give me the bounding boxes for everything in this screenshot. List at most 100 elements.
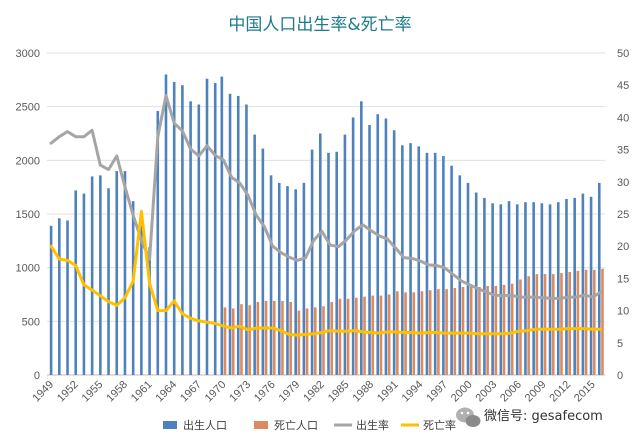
left-axis-tick-label: 3000: [16, 48, 40, 60]
birth-population-bar: [156, 110, 160, 376]
watermark: 微信号: gesafecom: [456, 407, 603, 427]
death-population-bar: [223, 307, 227, 375]
birth-population-bar: [343, 134, 347, 375]
birth-population-bar: [261, 148, 265, 375]
death-population-bar: [584, 269, 588, 375]
left-axis-tick-label: 1000: [16, 263, 40, 275]
death-population-bar: [478, 286, 481, 375]
left-axis-tick-label: 1500: [16, 209, 40, 221]
birth-population-bar: [90, 176, 94, 375]
birth-population-bar: [318, 133, 322, 375]
birth-population-bar: [74, 190, 78, 375]
birth-population-bar: [294, 189, 297, 375]
death-population-bar: [469, 286, 473, 375]
legend: 出生人口 死亡人口 出生率 死亡率: [163, 418, 456, 432]
birth-population-bar: [189, 101, 192, 376]
left-axis-tick-label: 2000: [16, 155, 40, 167]
right-axis-tick-label: 45: [617, 80, 629, 92]
birth-population-bar: [327, 152, 330, 375]
birth-population-bar: [597, 182, 601, 375]
birth-population-bar: [131, 201, 135, 375]
birth-population-bar: [507, 201, 511, 375]
x-axis-tick-label: 1955: [80, 379, 106, 405]
birth-population-bar: [384, 118, 388, 376]
death-population-bar: [330, 302, 334, 375]
legend-label: 出生率: [356, 418, 389, 432]
x-axis-tick-label: 2015: [572, 379, 598, 405]
death-population-bar: [346, 298, 350, 375]
right-axis-tick-label: 40: [617, 112, 629, 124]
right-axis-tick-label: 0: [617, 370, 623, 382]
birth-population-bar: [368, 124, 371, 375]
x-axis-tick-label: 1964: [154, 379, 180, 405]
birth-population-bar: [532, 202, 535, 375]
x-axis-tick-label: 1958: [104, 379, 130, 405]
birth-population-bar: [140, 225, 143, 375]
death-population-bar: [453, 288, 457, 375]
death-population-bar: [519, 279, 522, 375]
birth-population-bar: [58, 218, 61, 375]
death-population-bar: [510, 283, 514, 375]
x-axis-tick-label: 2009: [523, 379, 549, 405]
birth-population-bar: [66, 220, 69, 375]
birth-population-bar: [351, 117, 355, 376]
birth-population-bar: [302, 182, 306, 375]
right-axis-tick-label: 20: [617, 241, 629, 253]
birth-population-bar: [491, 203, 494, 375]
death-population-bar: [371, 295, 375, 375]
death-population-bar: [502, 284, 506, 375]
death-population-bar: [231, 308, 235, 375]
birth-population-bar: [269, 175, 273, 375]
left-axis-tick-label: 0: [34, 370, 40, 382]
death-population-bar: [305, 308, 309, 375]
right-axis-tick-label: 25: [617, 209, 629, 221]
birth-population-bar: [548, 204, 552, 375]
death-population-bar: [248, 305, 251, 375]
birth-population-bar: [220, 76, 224, 375]
death-population-bar: [387, 294, 391, 375]
birth-population-bar: [401, 145, 404, 375]
left-axis-ticks: 0 500 1000 1500 2000 2500 3000: [16, 48, 40, 382]
death-population-bar: [256, 302, 260, 375]
birth-population-bar: [213, 83, 217, 375]
birth-population-bar: [286, 186, 289, 375]
x-axis-tick-label: 1952: [55, 379, 81, 405]
death-population-bar: [560, 273, 563, 375]
birth-population-bar: [515, 204, 519, 375]
birth-population-bar: [245, 104, 248, 376]
right-axis-tick-label: 30: [617, 177, 629, 189]
x-axis-tick-label: 1988: [350, 379, 376, 405]
death-population-bar: [355, 297, 358, 375]
death-population-bar: [592, 269, 596, 375]
x-axis-tick-label: 1973: [227, 379, 253, 405]
birth-population-bar: [376, 114, 380, 376]
x-axis-tick-label: 1994: [400, 379, 426, 405]
birth-population-bar: [123, 171, 127, 375]
x-axis-tick-label: 2003: [474, 379, 500, 405]
legend-label: 出生人口: [183, 418, 227, 432]
birth-population-bar: [573, 197, 576, 375]
legend-swatch-birth-population: [163, 421, 177, 429]
birth-population-bar: [581, 193, 585, 375]
death-population-bar: [601, 268, 604, 375]
birth-population-bar: [99, 175, 102, 375]
birth-population-bar: [253, 134, 256, 375]
birth-population-bar: [205, 78, 209, 375]
birth-population-bar: [277, 182, 281, 375]
death-population-bar: [289, 302, 292, 375]
right-axis-tick-label: 10: [617, 306, 629, 318]
birth-population-bar: [565, 198, 568, 375]
birth-population-bar: [107, 188, 110, 375]
birth-population-bar: [392, 130, 396, 375]
death-population-bar: [272, 300, 276, 375]
death-population-bar: [281, 300, 284, 375]
birth-population-bar: [360, 101, 363, 376]
birth-population-bar: [474, 192, 478, 375]
birth-rate-line: [49, 94, 603, 300]
death-population-bar: [576, 270, 580, 375]
death-population-bar: [535, 274, 539, 375]
wechat-icon: [456, 407, 481, 427]
birth-population-bar: [310, 149, 314, 375]
x-axis-tick-label: 1967: [178, 379, 204, 405]
